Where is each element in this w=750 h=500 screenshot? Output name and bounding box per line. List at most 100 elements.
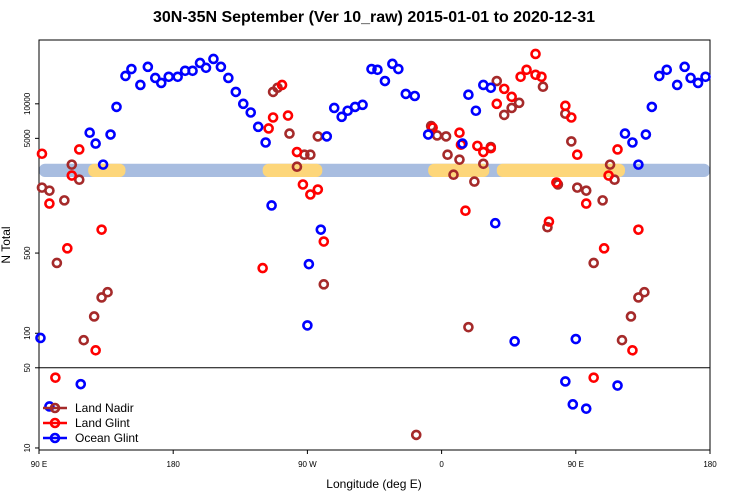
point — [627, 137, 638, 148]
point — [282, 110, 294, 121]
point — [111, 101, 122, 113]
point — [661, 64, 673, 76]
point — [321, 131, 333, 142]
point — [469, 176, 480, 187]
point — [73, 144, 85, 155]
point — [597, 195, 608, 206]
point — [627, 345, 638, 356]
point — [44, 401, 55, 412]
point — [685, 72, 696, 84]
point — [409, 90, 421, 102]
y-tick-label: 10 — [23, 443, 32, 452]
point — [619, 128, 631, 139]
legend-label: Land Nadir — [75, 401, 134, 415]
point — [485, 82, 497, 94]
chart-title: 30N-35N September (Ver 10_raw) 2015-01-0… — [153, 9, 595, 26]
point — [336, 111, 347, 123]
point — [135, 79, 146, 91]
point — [223, 72, 234, 84]
point — [612, 380, 623, 391]
point — [120, 70, 131, 82]
point — [150, 72, 161, 84]
point — [291, 146, 303, 158]
point — [305, 189, 316, 200]
point — [506, 102, 517, 114]
legend-marker — [49, 417, 61, 429]
point — [700, 71, 711, 83]
legend-label: Ocean Glint — [75, 431, 139, 445]
point — [460, 205, 471, 217]
point — [88, 311, 100, 322]
legend-label: Land Glint — [75, 416, 130, 430]
plot-frame — [38, 39, 711, 451]
point — [580, 185, 592, 196]
y-tick-label: 10000 — [23, 92, 32, 115]
legend-marker — [49, 432, 61, 444]
point — [328, 102, 340, 114]
point — [303, 258, 315, 270]
point — [543, 216, 555, 227]
y-tick-label: 100 — [23, 326, 32, 340]
point — [84, 127, 95, 139]
point — [470, 105, 482, 117]
point — [305, 149, 316, 161]
point — [463, 321, 474, 333]
point — [59, 195, 70, 206]
point — [560, 100, 571, 112]
x-tick-label: 90 W — [298, 460, 317, 469]
point — [513, 97, 525, 109]
point — [163, 71, 175, 83]
point — [463, 89, 474, 101]
point — [50, 372, 61, 383]
point — [400, 88, 412, 100]
point — [515, 71, 526, 83]
point — [318, 236, 330, 247]
x-tick-label: 180 — [167, 460, 181, 469]
point — [604, 159, 616, 170]
point — [551, 177, 562, 188]
point — [75, 378, 87, 390]
x-axis-title: Longitude (deg E) — [326, 477, 421, 491]
point — [78, 334, 90, 346]
point — [379, 75, 391, 87]
band — [428, 163, 490, 178]
point — [491, 75, 503, 87]
point — [97, 159, 109, 170]
point — [73, 174, 85, 186]
point — [284, 128, 295, 139]
point — [208, 53, 219, 65]
point — [366, 63, 377, 75]
point — [357, 99, 368, 111]
point — [537, 81, 549, 92]
point — [485, 142, 497, 154]
point — [454, 154, 465, 165]
point — [457, 138, 468, 149]
point — [509, 336, 520, 347]
band — [88, 163, 126, 178]
point — [570, 333, 582, 345]
point — [566, 136, 577, 147]
point — [257, 262, 268, 274]
point — [263, 123, 274, 134]
point — [297, 179, 309, 190]
point — [172, 71, 183, 83]
point — [506, 91, 517, 103]
point — [491, 98, 503, 110]
point — [598, 243, 610, 254]
point — [155, 77, 167, 89]
point — [302, 320, 313, 331]
x-tick-label: 180 — [703, 460, 717, 469]
point — [633, 159, 644, 170]
point — [671, 79, 683, 91]
y-tick-label: 50 — [23, 363, 32, 372]
point — [266, 200, 277, 211]
point — [442, 149, 453, 161]
point — [215, 61, 227, 73]
point — [312, 131, 324, 142]
point — [245, 107, 257, 118]
point — [44, 198, 55, 209]
point — [126, 63, 137, 75]
point — [36, 148, 48, 160]
point — [312, 184, 324, 195]
point — [267, 112, 279, 123]
